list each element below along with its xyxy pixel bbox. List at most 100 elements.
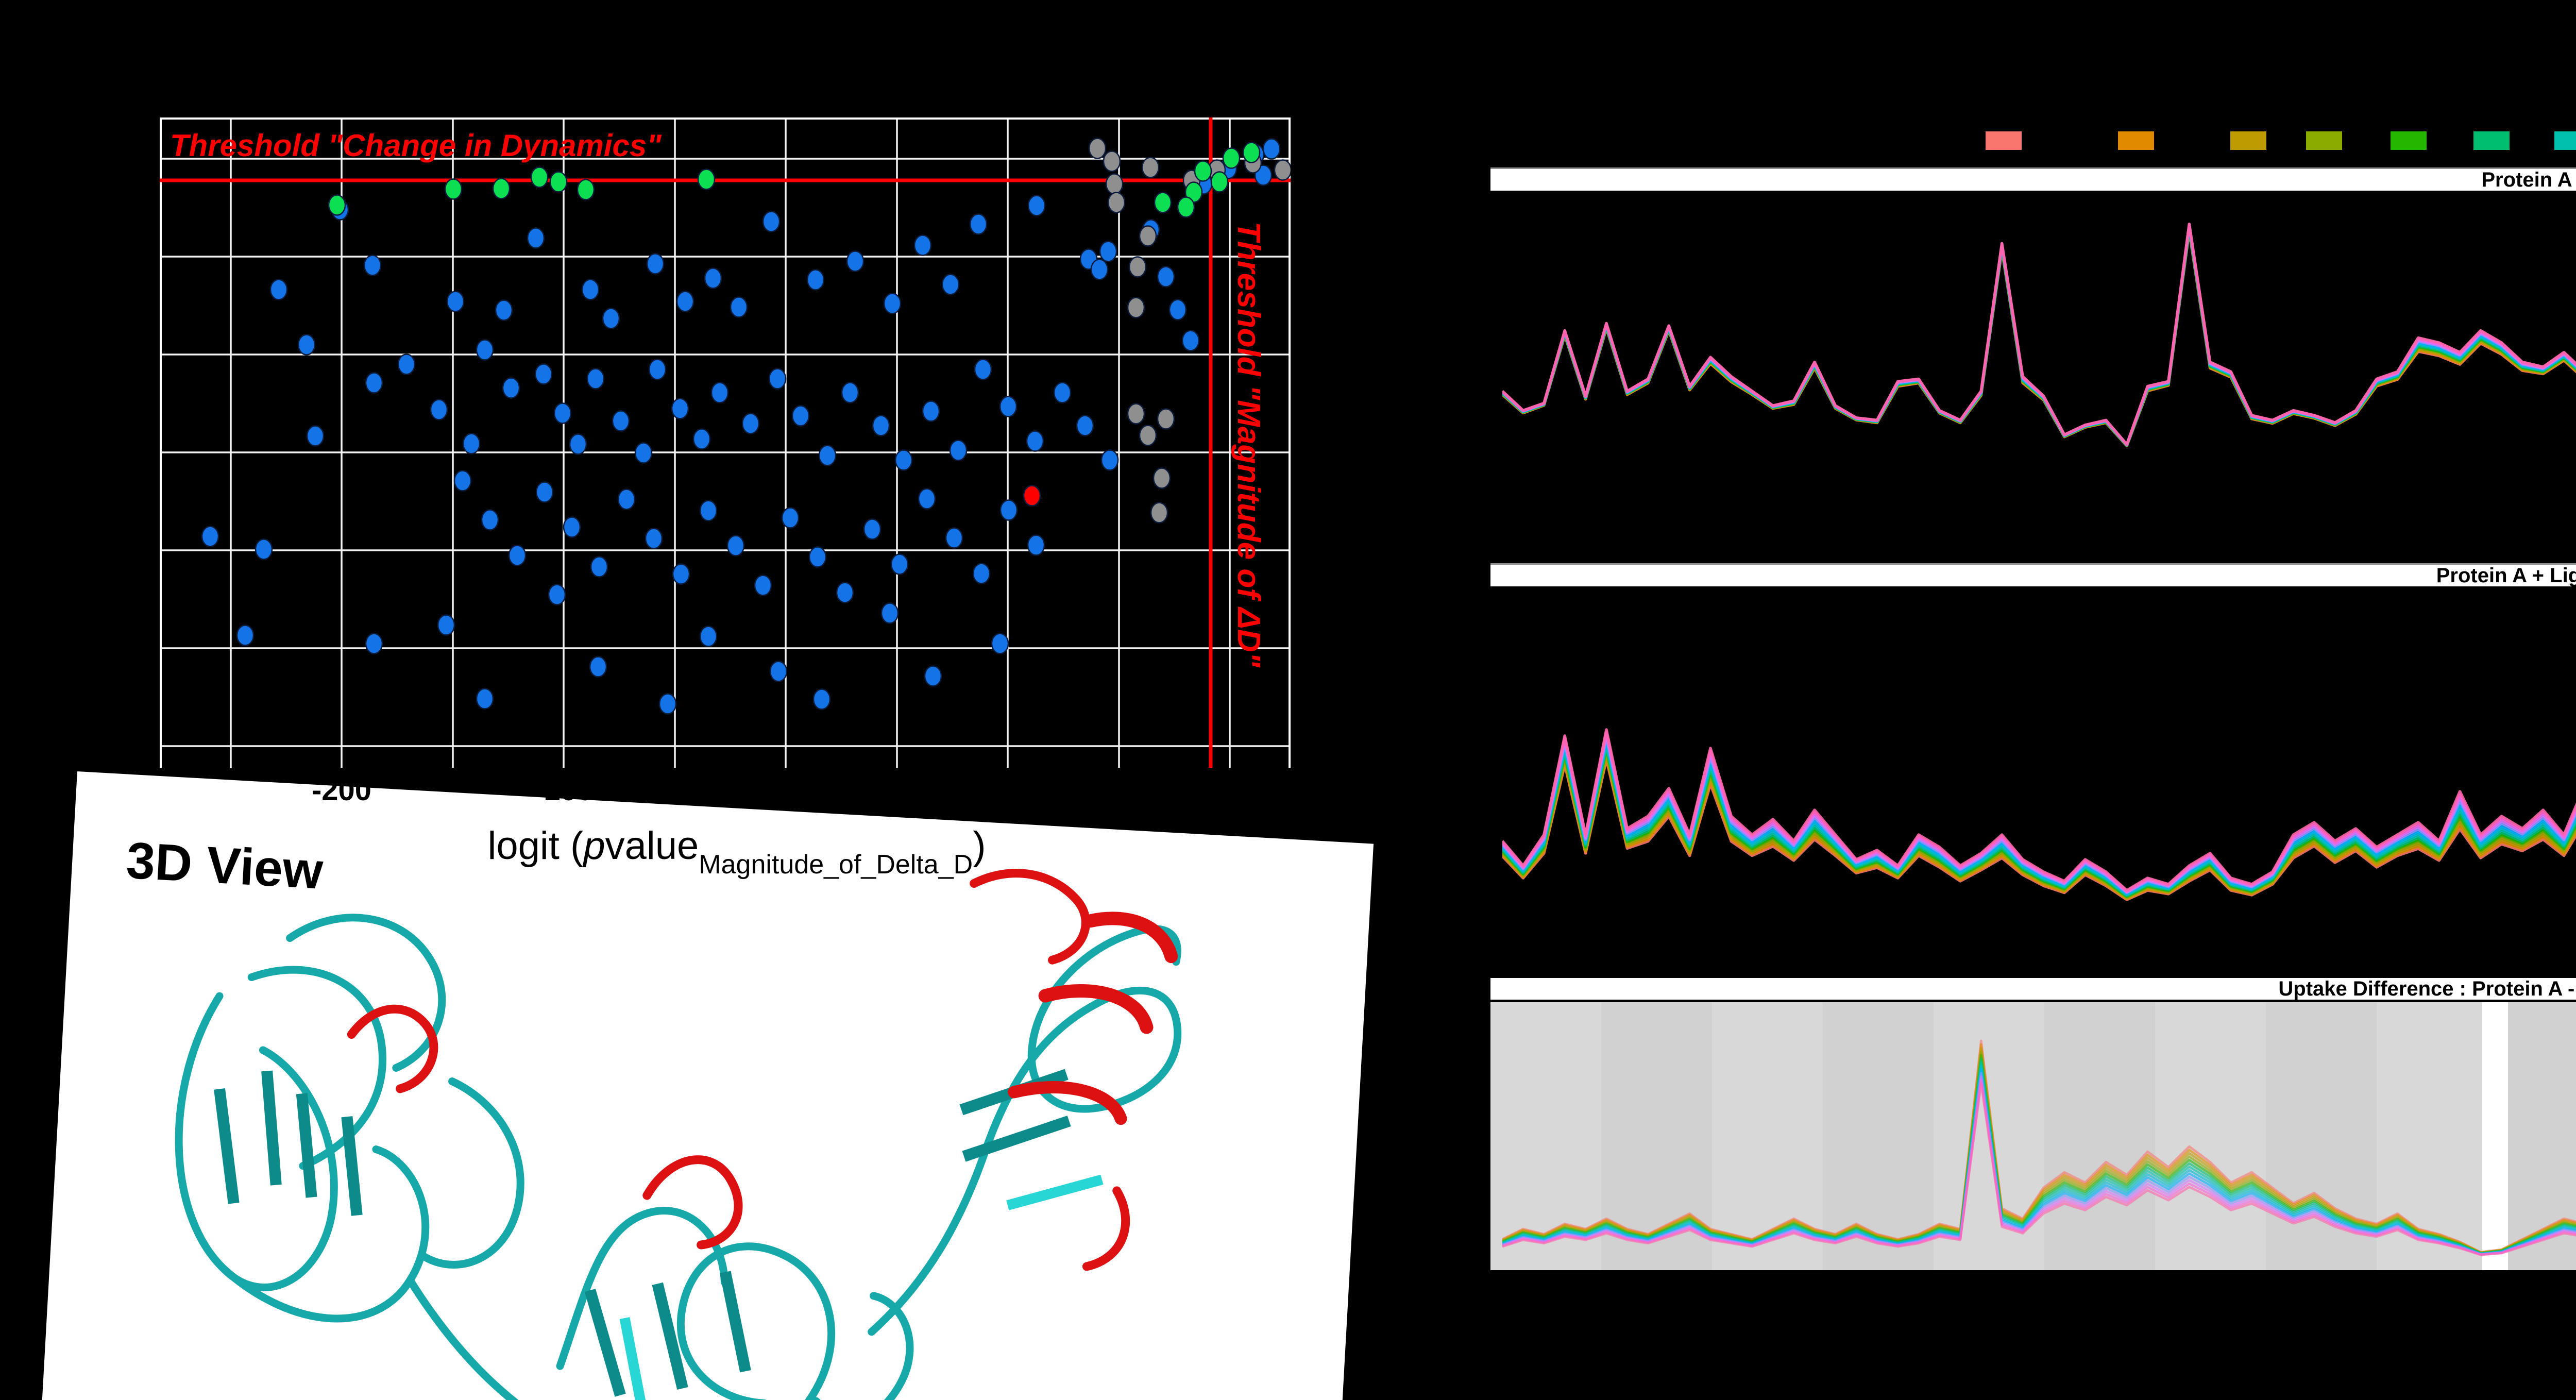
volcano-dot-gray[interactable] [1127,403,1145,425]
volcano-dot-blue[interactable] [645,528,663,549]
volcano-dot-blue[interactable] [781,507,800,529]
volcano-dot-blue[interactable] [612,410,630,432]
volcano-dot-gray[interactable] [1105,173,1124,195]
volcano-dot-blue[interactable] [1168,299,1187,321]
volcano-dot-green[interactable] [530,166,549,188]
volcano-dot-blue[interactable] [1053,382,1072,403]
volcano-dot-blue[interactable] [527,227,545,249]
volcano-dot-green[interactable] [1194,160,1212,182]
volcano-dot-gray[interactable] [1157,408,1175,430]
volcano-dot-blue[interactable] [836,582,854,603]
legend-swatch-6[interactable] [2554,131,2576,150]
volcano-dot-blue[interactable] [634,442,653,464]
volcano-dot-blue[interactable] [1027,195,1046,216]
volcano-dot-green[interactable] [1210,171,1229,193]
volcano-dot-blue[interactable] [446,291,465,312]
uptake-chart-difference[interactable] [1502,1010,2576,1268]
volcano-dot-blue[interactable] [363,255,382,276]
volcano-dot-blue[interactable] [462,433,481,454]
volcano-dot-red[interactable] [1023,485,1041,507]
volcano-dot-blue[interactable] [762,211,781,232]
volcano-dot-blue[interactable] [846,250,865,272]
volcano-dot-blue[interactable] [563,516,581,538]
volcano-dot-blue[interactable] [646,253,665,275]
volcano-dot-blue[interactable] [924,665,942,687]
volcano-dot-blue[interactable] [581,279,600,300]
volcano-dot-blue[interactable] [1027,534,1045,556]
volcano-dot-green[interactable] [444,178,463,200]
legend-swatch-0[interactable] [1986,131,2022,150]
volcano-dot-blue[interactable] [365,633,383,654]
volcano-dot-blue[interactable] [297,334,316,356]
legend-swatch-1[interactable] [2118,131,2154,150]
volcano-dot-blue[interactable] [502,377,520,399]
volcano-dot-blue[interactable] [397,353,416,375]
volcano-dot-gray[interactable] [1153,467,1171,489]
volcano-dot-green[interactable] [1222,147,1241,169]
volcano-dot-blue[interactable] [972,563,991,584]
volcano-dot-blue[interactable] [236,625,255,646]
volcano-dot-blue[interactable] [534,363,553,385]
volcano-dot-green[interactable] [549,171,568,193]
volcano-dot-blue[interactable] [589,656,607,678]
volcano-dot-blue[interactable] [553,402,572,424]
volcano-dot-blue[interactable] [590,556,608,578]
volcano-dot-blue[interactable] [269,279,288,300]
volcano-plot[interactable] [160,117,1291,768]
volcano-dot-blue[interactable] [991,633,1009,654]
volcano-dot-blue[interactable] [945,527,963,549]
volcano-dot-blue[interactable] [255,538,273,560]
volcano-dot-blue[interactable] [586,368,605,390]
volcano-dot-blue[interactable] [476,339,494,361]
volcano-dot-blue[interactable] [508,545,527,566]
volcano-dot-green[interactable] [328,194,346,216]
volcano-dot-blue[interactable] [710,382,729,403]
volcano-dot-blue[interactable] [617,488,636,510]
volcano-dot-blue[interactable] [808,546,827,568]
volcano-dot-blue[interactable] [741,413,760,434]
volcano-dot-blue[interactable] [453,470,472,492]
volcano-dot-blue[interactable] [692,428,711,450]
volcano-dot-blue[interactable] [437,614,455,636]
volcano-dot-blue[interactable] [548,584,566,605]
volcano-dot-blue[interactable] [880,602,899,624]
volcano-dot-blue[interactable] [818,445,837,466]
volcano-dot-blue[interactable] [754,575,772,596]
volcano-dot-blue[interactable] [658,693,677,715]
volcano-dot-blue[interactable] [671,398,689,419]
volcano-dot-green[interactable] [1154,192,1172,213]
volcano-dot-blue[interactable] [481,509,499,531]
volcano-dot-blue[interactable] [913,234,932,256]
volcano-dot-blue[interactable] [999,499,1018,521]
volcano-dot-blue[interactable] [1090,259,1109,280]
legend-swatch-3[interactable] [2306,131,2342,150]
volcano-dot-blue[interactable] [768,368,787,390]
volcano-dot-blue[interactable] [812,688,831,710]
volcano-dot-green[interactable] [697,168,716,190]
volcano-dot-blue[interactable] [918,488,936,510]
volcano-dot-blue[interactable] [941,274,960,295]
volcano-dot-blue[interactable] [1099,241,1117,262]
volcano-dot-blue[interactable] [1100,449,1119,471]
volcano-dot-blue[interactable] [1262,138,1281,160]
volcano-dot-blue[interactable] [890,553,909,575]
volcano-dot-gray[interactable] [1274,159,1291,181]
volcano-dot-blue[interactable] [1157,266,1175,288]
volcano-dot-blue[interactable] [730,296,748,318]
legend-swatch-2[interactable] [2230,131,2266,150]
volcano-dot-blue[interactable] [648,359,667,380]
volcano-dot-gray[interactable] [1127,297,1145,318]
volcano-dot-blue[interactable] [672,563,690,585]
volcano-dot-blue[interactable] [872,415,890,436]
volcano-dot-blue[interactable] [365,372,383,394]
volcano-dot-gray[interactable] [1139,425,1157,446]
volcano-dot-blue[interactable] [430,399,448,420]
volcano-dot-blue[interactable] [769,661,788,682]
volcano-dot-blue[interactable] [699,500,718,521]
volcano-dot-blue[interactable] [726,535,745,556]
volcano-dot-blue[interactable] [841,382,859,403]
volcano-dot-gray[interactable] [1141,157,1160,178]
volcano-dot-blue[interactable] [949,440,968,461]
volcano-dot-gray[interactable] [1128,256,1147,278]
volcano-dot-blue[interactable] [894,449,913,471]
